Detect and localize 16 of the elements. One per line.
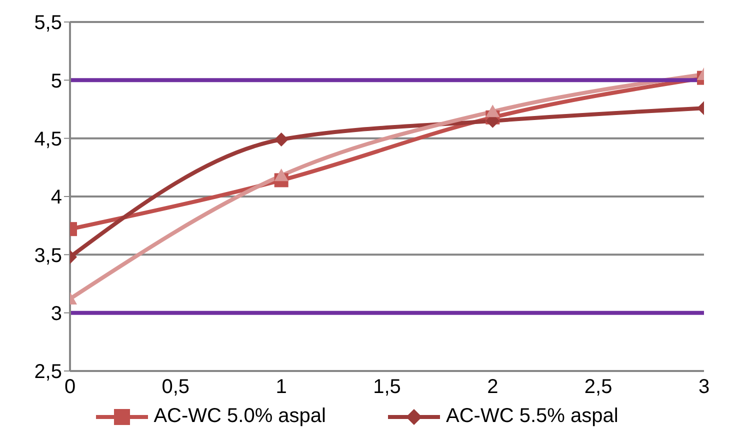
x-tick-label: 0,5 — [162, 376, 190, 398]
x-tick-label: 2,5 — [584, 376, 612, 398]
y-tick-label: 3 — [50, 302, 62, 325]
x-tick-label: 2 — [487, 376, 498, 398]
legend-label: AC-WC 5.0% aspal — [154, 405, 326, 428]
y-tick-label: 5,5 — [34, 12, 62, 34]
y-tick-label: 2,5 — [34, 361, 62, 384]
x-tick-label: 3 — [698, 376, 710, 398]
y-tick-label: 4,5 — [34, 128, 62, 150]
x-tick-label: 0 — [64, 376, 76, 398]
y-tick-label: 5 — [50, 70, 62, 92]
y-tick-label: 4 — [50, 186, 62, 209]
x-tick-label: 1 — [276, 376, 287, 398]
legend-label: AC-WC 5.5% aspal — [446, 405, 618, 428]
y-tick-label: 3,5 — [34, 244, 62, 267]
x-tick-label: 1,5 — [373, 376, 401, 398]
